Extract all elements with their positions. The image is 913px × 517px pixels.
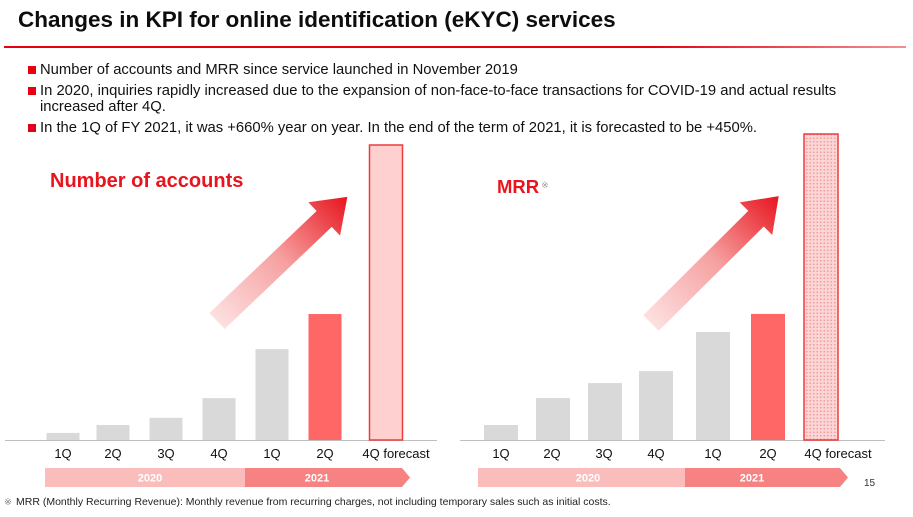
- mrr-year-band-label: 2020: [576, 473, 600, 485]
- mrr-chart-plot: 1Q 2Q 3Q 4Q 1Q 2Q 4Q forecast 2020 2021: [460, 133, 885, 487]
- slide-title: Changes in KPI for online identification…: [18, 7, 616, 32]
- mrr-year-band-2020: [478, 468, 685, 487]
- accounts-chart-title: Number of accounts: [50, 170, 244, 192]
- mrr-footnote-reference-mark: ※: [541, 181, 549, 191]
- bullet-item: In 2020, inquiries rapidly increased due…: [27, 83, 870, 115]
- bullet-marker: [28, 66, 36, 74]
- accounts-year-band-label: 2020: [138, 473, 162, 485]
- bullet-marker: [28, 124, 36, 132]
- mrr-bar-2021-4q-forecast: [803, 133, 839, 441]
- accounts-bar-2021-4q-forecast: [368, 144, 404, 441]
- accounts-year-band-2021: [245, 468, 410, 487]
- mrr-bar-2020-4q: [639, 371, 673, 440]
- mrr-bar-2020-2q: [536, 398, 570, 440]
- accounts-category-label: 1Q: [263, 446, 280, 461]
- page-number: 15: [864, 478, 876, 489]
- accounts-bar-2021-2q: [308, 314, 342, 440]
- accounts-category-label: 3Q: [157, 446, 174, 461]
- mrr-chart-title: MRR ※: [497, 176, 549, 198]
- mrr-year-band-2021: [685, 468, 848, 487]
- mrr-category-label: 1Q: [492, 446, 509, 461]
- mrr-bar-2020-3q: [588, 383, 622, 440]
- accounts-category-label: 4Q forecast: [362, 446, 430, 461]
- accounts-bar-2021-1q: [255, 349, 289, 440]
- mrr-category-label: 4Q: [647, 446, 664, 461]
- mrr-category-label: 3Q: [595, 446, 612, 461]
- mrr-trend-arrow: [643, 196, 779, 331]
- bullet-text: In the 1Q of FY 2021, it was +660% year …: [40, 120, 757, 136]
- bullet-item: In the 1Q of FY 2021, it was +660% year …: [27, 120, 870, 136]
- accounts-year-band-2020: [45, 468, 245, 487]
- mrr-category-label: 4Q forecast: [804, 446, 872, 461]
- footnote: ※ MRR (Monthly Recurring Revenue): Monthl…: [4, 495, 611, 510]
- accounts-year-band-label: 2021: [305, 473, 329, 485]
- mrr-category-label: 2Q: [543, 446, 560, 461]
- bullet-marker: [28, 87, 36, 95]
- footnote-reference-mark: ※: [4, 497, 12, 508]
- accounts-bar-2020-4q: [202, 398, 236, 440]
- accounts-category-label: 1Q: [54, 446, 71, 461]
- accounts-category-label: 2Q: [316, 446, 333, 461]
- accounts-bar-2020-1q: [46, 432, 80, 440]
- accounts-bar-2020-2q: [96, 424, 130, 440]
- accounts-chart-plot: 1Q 2Q 3Q 4Q 1Q 2Q 4Q forecast 2020 2021: [5, 144, 437, 487]
- bullet-list: Number of accounts and MRR since service…: [27, 62, 870, 141]
- mrr-category-label: 1Q: [704, 446, 721, 461]
- mrr-bar-2021-2q: [751, 313, 785, 440]
- mrr-bar-2020-1q: [484, 425, 518, 440]
- accounts-category-label: 4Q: [210, 446, 227, 461]
- title-underline: [4, 46, 906, 48]
- accounts-trend-arrow: [209, 196, 348, 329]
- mrr-year-band-label: 2021: [740, 473, 764, 485]
- mrr-chart-title-text: MRR: [497, 176, 540, 197]
- footnote-text: MRR (Monthly Recurring Revenue): Monthly…: [16, 496, 611, 508]
- accounts-category-label: 2Q: [104, 446, 121, 461]
- mrr-category-label: 2Q: [759, 446, 776, 461]
- accounts-bar-2020-3q: [149, 417, 183, 440]
- bullet-text: In 2020, inquiries rapidly increased due…: [40, 83, 837, 115]
- bullet-text: Number of accounts and MRR since service…: [40, 62, 518, 78]
- mrr-bar-2021-1q: [696, 331, 730, 440]
- bullet-item: Number of accounts and MRR since service…: [27, 62, 870, 78]
